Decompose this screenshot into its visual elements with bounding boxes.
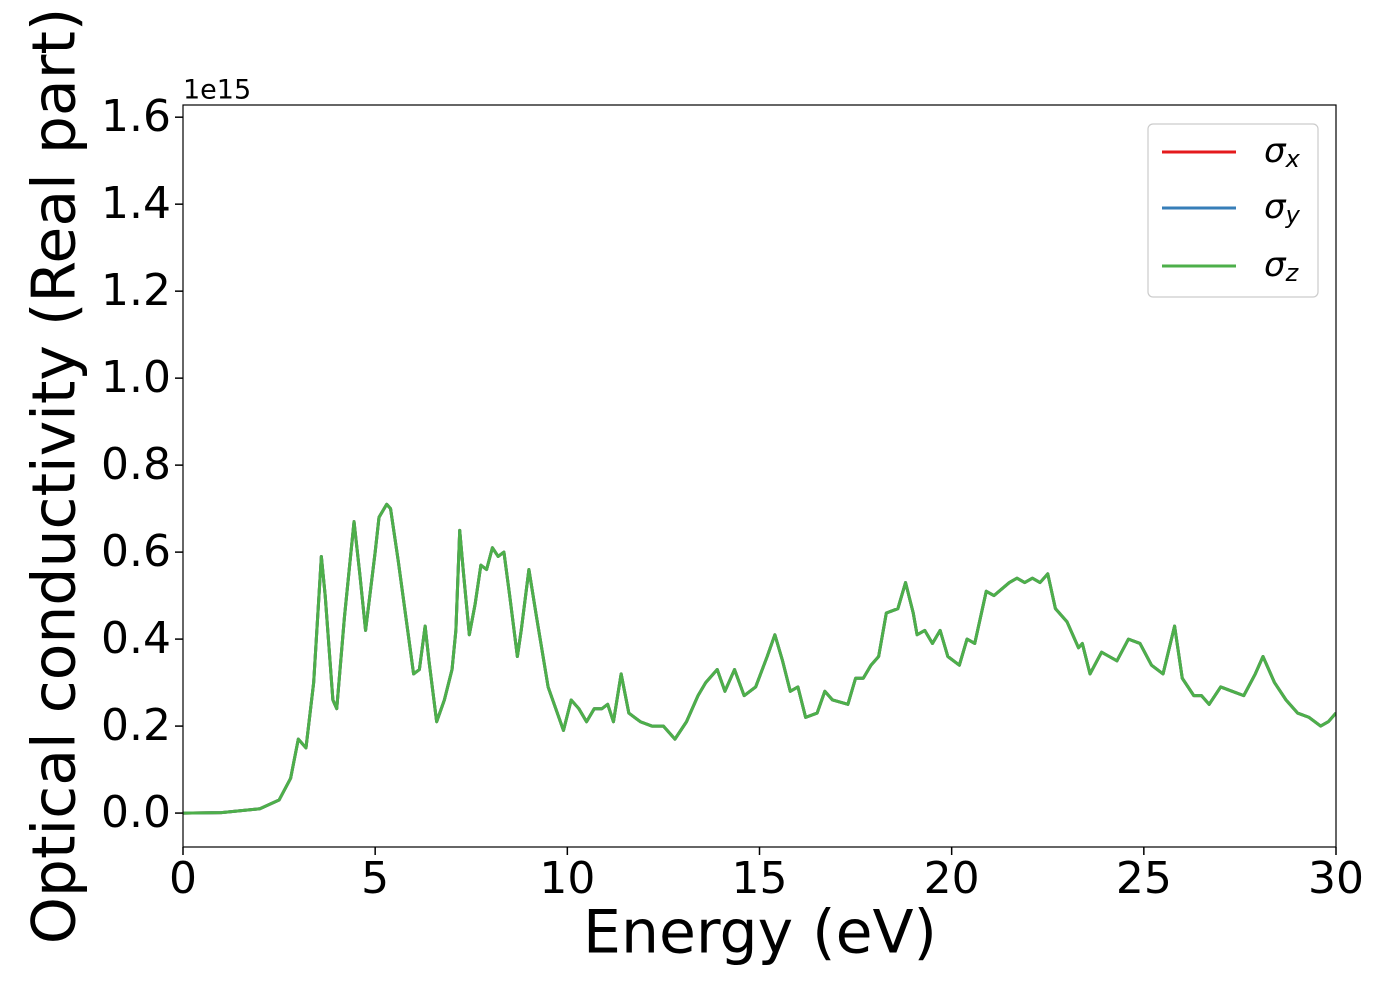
y-tick-label: 1.4 [101,178,171,229]
x-tick-label: 0 [169,853,197,904]
offset-label: 1e15 [183,75,251,106]
x-tick-label: 15 [732,853,788,904]
x-tick-label: 25 [1116,853,1172,904]
legend-label: σx [1264,131,1301,174]
plot-frame [182,104,1337,848]
legend-label: σz [1264,245,1300,288]
y-tick-label: 1.0 [101,352,171,403]
x-tick-label: 30 [1308,853,1364,904]
x-tick-label: 5 [361,853,389,904]
legend-label: σy [1264,187,1301,230]
x-tick-label: 20 [924,853,980,904]
y-tick-label: 0.4 [101,613,171,664]
y-tick-label: 0.6 [101,526,171,577]
y-tick-label: 0.0 [101,787,171,838]
y-tick-label: 1.6 [101,91,171,142]
legend-box [1147,123,1319,298]
x-tick-label: 10 [539,853,595,904]
series-line [183,502,1336,815]
x-axis-label: Energy (eV) [583,898,937,968]
y-axis-label: Optical conductivity (Real part) [20,8,90,945]
y-tick-label: 0.2 [101,700,171,751]
y-tick-label: 1.2 [101,265,171,316]
y-tick-label: 0.8 [101,439,171,490]
